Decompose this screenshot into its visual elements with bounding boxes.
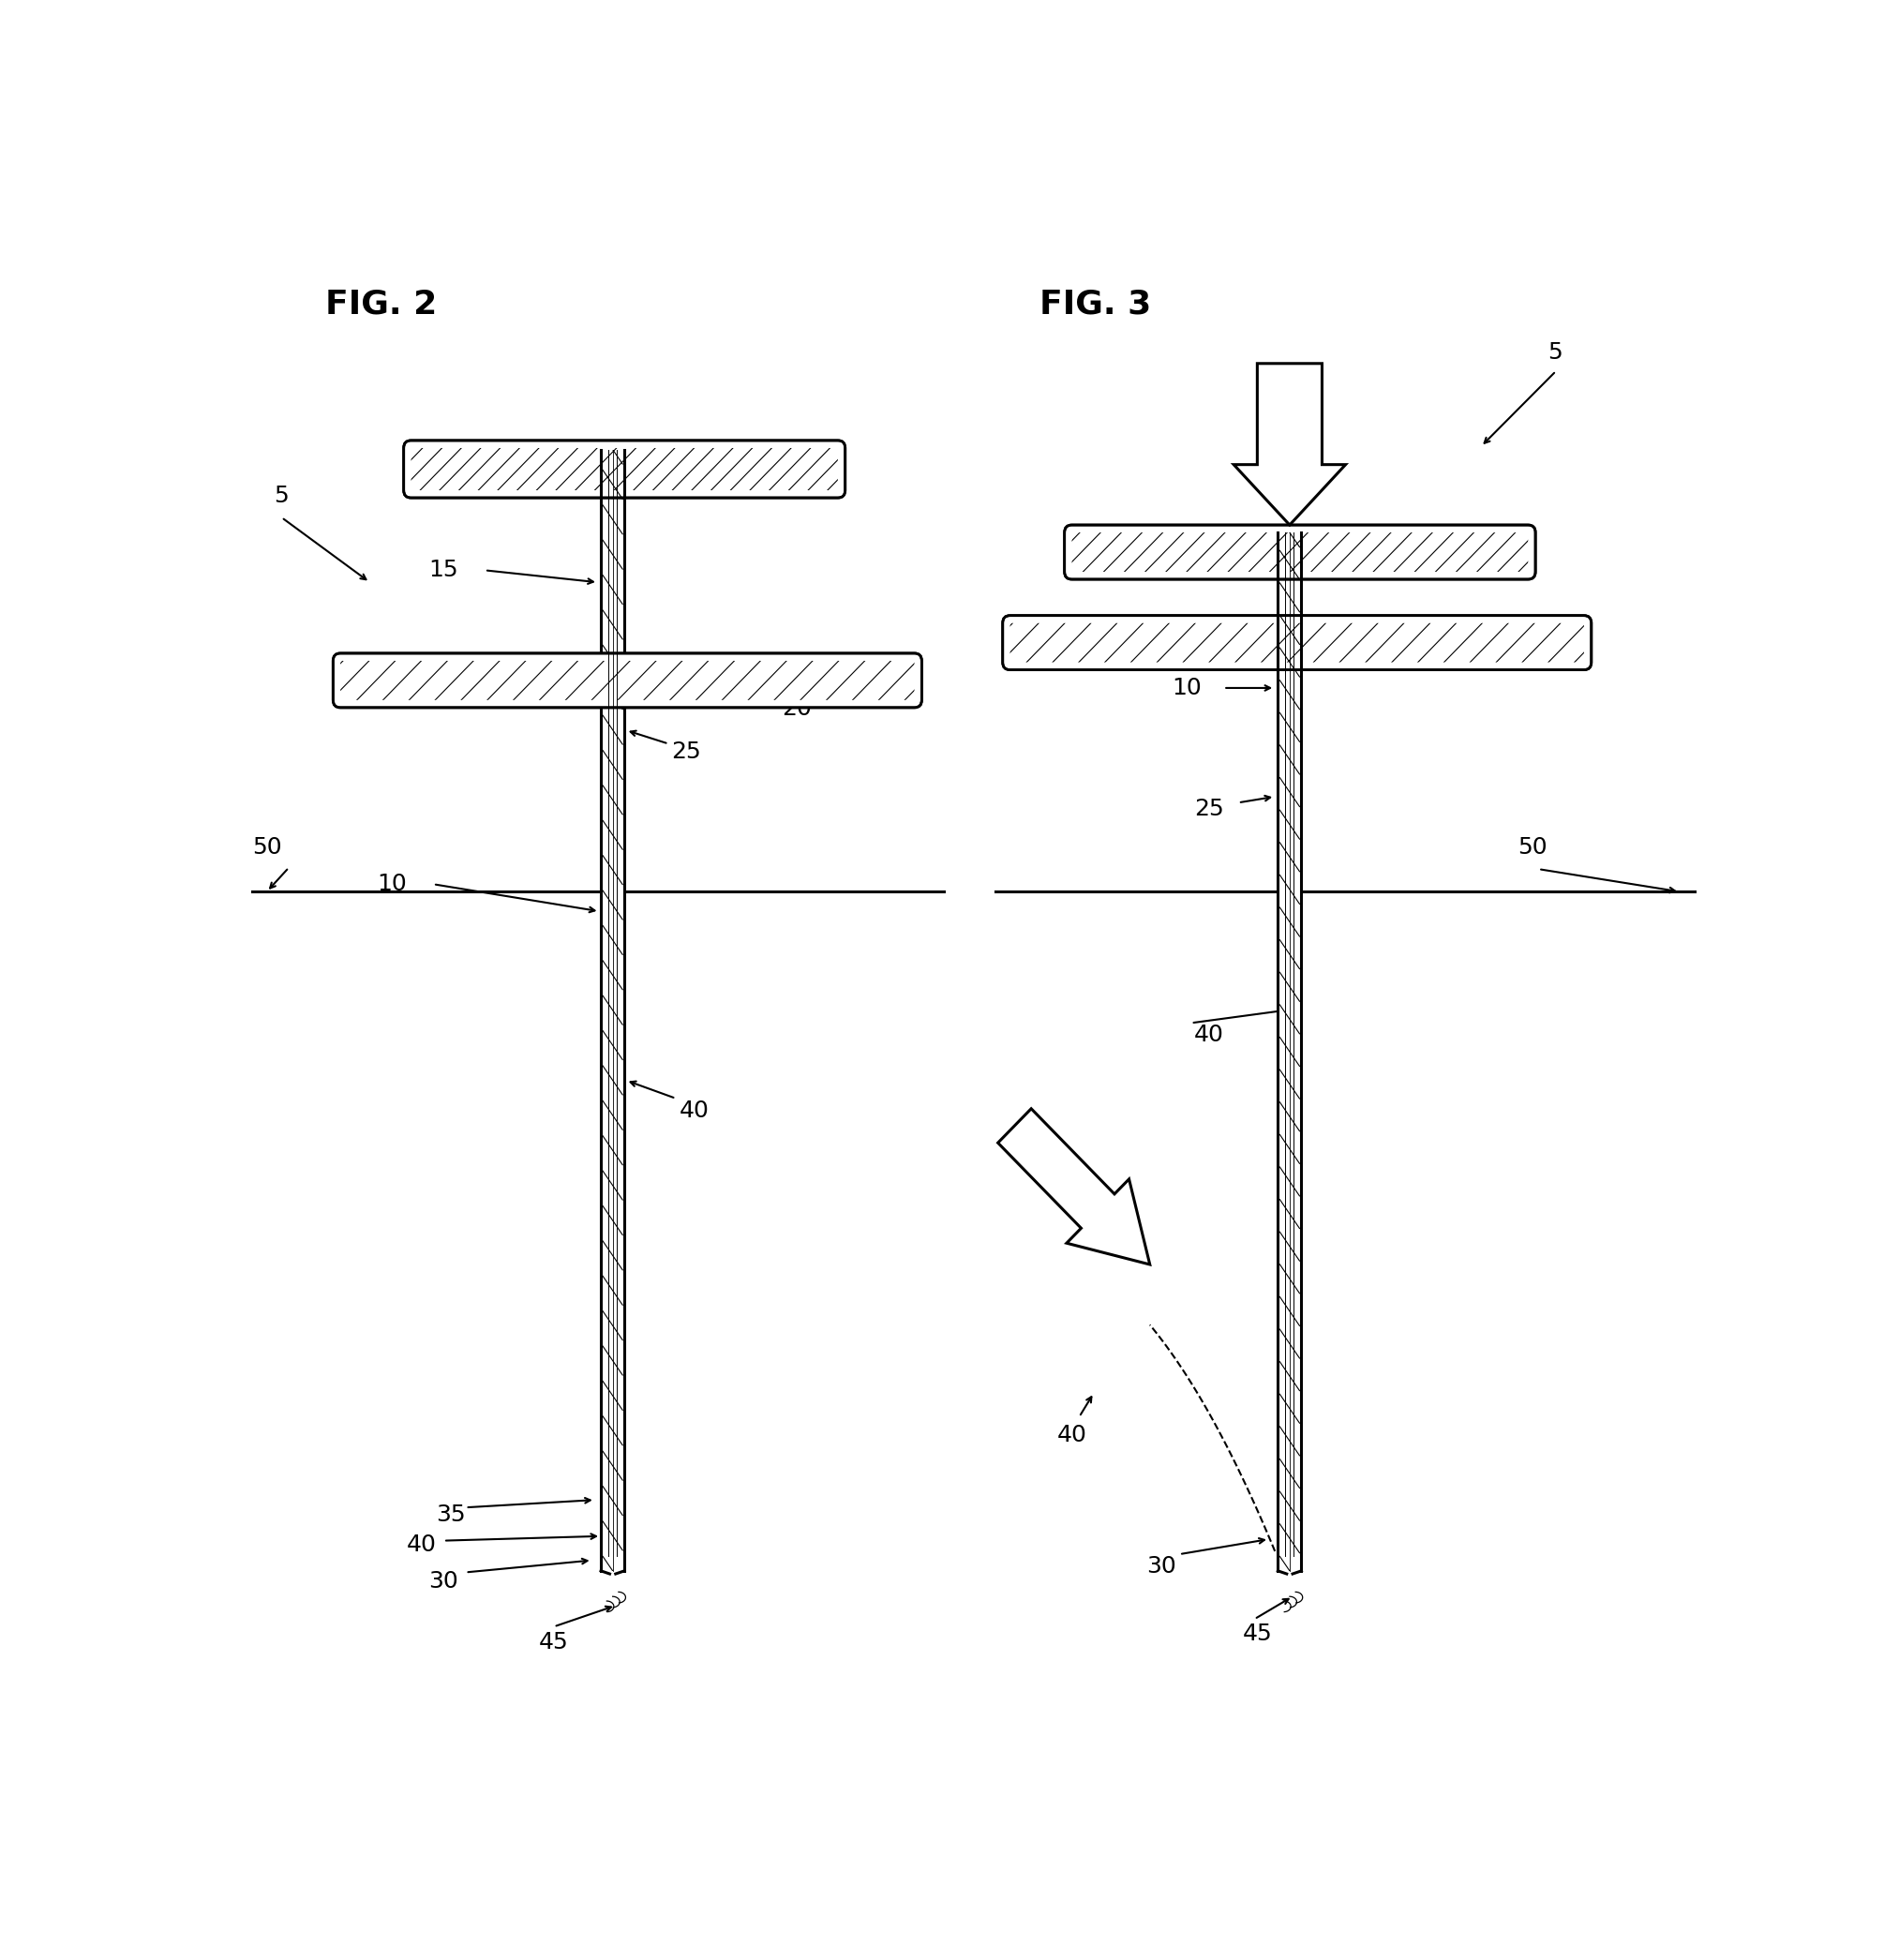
FancyBboxPatch shape [404, 441, 845, 498]
Text: 50: 50 [253, 837, 281, 858]
Text: 10: 10 [1172, 676, 1202, 700]
Polygon shape [997, 1109, 1151, 1264]
Text: 5: 5 [273, 484, 289, 508]
Text: 50: 50 [1517, 837, 1548, 858]
Text: 40: 40 [406, 1535, 437, 1556]
Text: 10: 10 [378, 872, 406, 896]
Text: 30: 30 [1147, 1554, 1177, 1578]
Text: 30: 30 [429, 1570, 458, 1593]
Text: 45: 45 [539, 1631, 570, 1652]
Text: 40: 40 [680, 1100, 708, 1121]
Text: 40: 40 [1058, 1423, 1086, 1446]
Polygon shape [1234, 363, 1346, 525]
Text: 20: 20 [1517, 631, 1548, 655]
FancyBboxPatch shape [1003, 615, 1591, 670]
Text: FIG. 3: FIG. 3 [1039, 288, 1151, 319]
Text: 35: 35 [1084, 1194, 1113, 1215]
Text: 40: 40 [1194, 1023, 1223, 1047]
Text: 20: 20 [782, 698, 811, 721]
Text: 25: 25 [672, 741, 701, 762]
FancyBboxPatch shape [332, 653, 921, 708]
Bar [1278, 533, 1301, 1570]
Text: 15: 15 [429, 559, 458, 582]
Text: FIG. 2: FIG. 2 [327, 288, 437, 319]
Text: 35: 35 [437, 1503, 465, 1527]
Bar [600, 449, 625, 1570]
Text: 5: 5 [1548, 341, 1563, 363]
Text: 45: 45 [1242, 1623, 1272, 1646]
Text: 15: 15 [1172, 551, 1202, 574]
Text: 25: 25 [1194, 798, 1223, 819]
FancyBboxPatch shape [1065, 525, 1536, 580]
